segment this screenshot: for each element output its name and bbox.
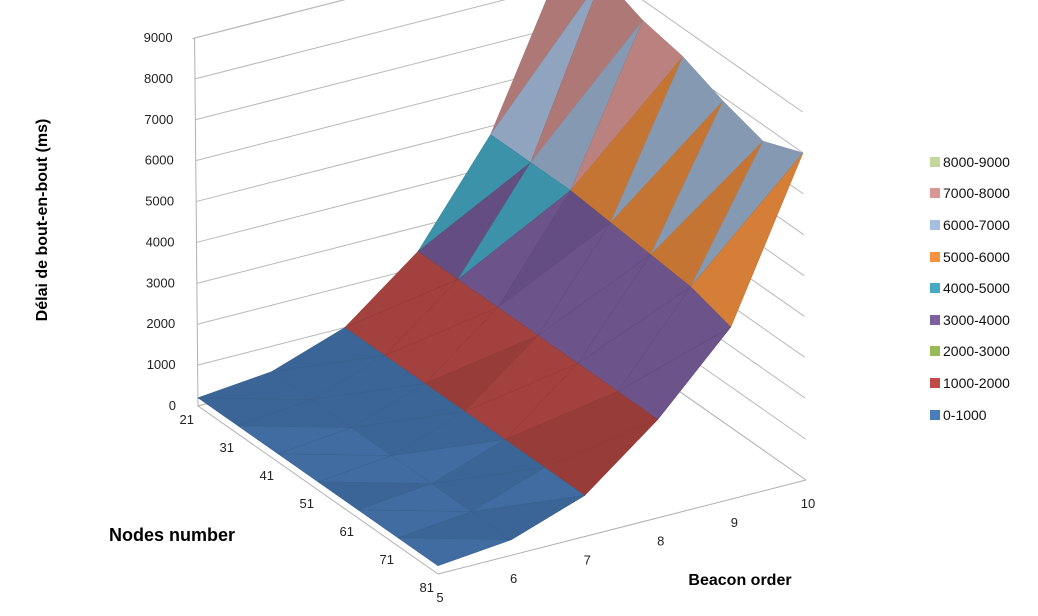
- surface-plot: [197, 0, 804, 567]
- beacon-tick-label: 10: [801, 496, 815, 511]
- z-axis-ticks: 0 1000 2000 3000 4000 5000 6000 7000 8000 9000: [144, 30, 176, 413]
- z-tick-label: 5000: [145, 194, 174, 209]
- legend-swatch: [930, 283, 940, 294]
- legend: 8000-9000 7000-8000 6000-7000 5000-6000 4000…: [930, 146, 1035, 430]
- z-tick-label: 0: [169, 398, 176, 413]
- legend-swatch: [930, 251, 940, 262]
- beacon-tick-label: 6: [510, 571, 517, 586]
- beacon-axis-title: Beacon order: [688, 572, 791, 589]
- nodes-tick-label: 51: [300, 496, 314, 511]
- nodes-tick-label: 71: [380, 552, 394, 567]
- z-tick-label: 8000: [144, 71, 173, 86]
- legend-item: 3000-4000: [930, 304, 1035, 336]
- beacon-tick-label: 7: [584, 552, 591, 567]
- nodes-tick-label: 41: [260, 468, 274, 483]
- z-tick-label: 3000: [146, 275, 175, 290]
- legend-item: 2000-3000: [930, 336, 1035, 368]
- legend-swatch: [930, 346, 940, 357]
- gridline: [194, 0, 804, 154]
- legend-label: 5000-6000: [943, 248, 1010, 265]
- z-tick-label: 6000: [145, 153, 174, 168]
- z-tick-label: 9000: [144, 30, 173, 45]
- legend-item: 6000-7000: [930, 209, 1035, 241]
- surface-facet: [397, 537, 512, 567]
- legend-label: 2000-3000: [943, 343, 1010, 360]
- legend-item: 4000-5000: [930, 272, 1035, 304]
- nodes-tick-label: 81: [420, 580, 434, 595]
- legend-item: 1000-2000: [930, 367, 1035, 399]
- beacon-tick-label: 5: [436, 590, 443, 605]
- floor-edge-front: [437, 479, 807, 575]
- legend-swatch: [930, 156, 940, 167]
- wall-top-corner: [192, 37, 195, 40]
- legend-label: 6000-7000: [943, 216, 1010, 233]
- nodes-tick-label: 31: [220, 440, 234, 455]
- gridline: [194, 0, 803, 113]
- z-tick-label: 7000: [144, 112, 173, 127]
- legend-item: 8000-9000: [930, 146, 1035, 178]
- beacon-tick-label: 9: [731, 515, 738, 530]
- nodes-axis-ticks: 21 31 41 51 61 71 81: [180, 412, 434, 595]
- nodes-tick-label: 61: [340, 524, 354, 539]
- legend-label: 1000-2000: [943, 374, 1010, 391]
- z-tick-label: 2000: [146, 316, 175, 331]
- legend-label: 0-1000: [943, 406, 987, 423]
- legend-swatch: [930, 188, 940, 199]
- legend-item: 7000-8000: [930, 178, 1035, 210]
- legend-label: 4000-5000: [943, 280, 1010, 297]
- legend-swatch: [930, 314, 940, 325]
- legend-item: 0-1000: [930, 399, 1035, 431]
- legend-swatch: [930, 219, 940, 230]
- y-axis-title: Délai de bout-en-bout (ms): [34, 119, 51, 322]
- floor-edge-left: [197, 405, 439, 575]
- z-tick-label: 4000: [146, 234, 175, 249]
- nodes-tick-label: 21: [180, 412, 194, 427]
- legend-item: 5000-6000: [930, 241, 1035, 273]
- beacon-tick-label: 8: [657, 534, 664, 549]
- legend-label: 7000-8000: [943, 185, 1010, 202]
- z-tick-label: 1000: [147, 357, 176, 372]
- legend-swatch: [930, 409, 940, 420]
- beacon-axis-ticks: 5 6 7 8 9 10: [436, 496, 815, 605]
- nodes-axis-title: Nodes number: [109, 525, 235, 545]
- legend-label: 3000-4000: [943, 311, 1010, 328]
- legend-swatch: [930, 377, 940, 388]
- legend-label: 8000-9000: [943, 153, 1010, 170]
